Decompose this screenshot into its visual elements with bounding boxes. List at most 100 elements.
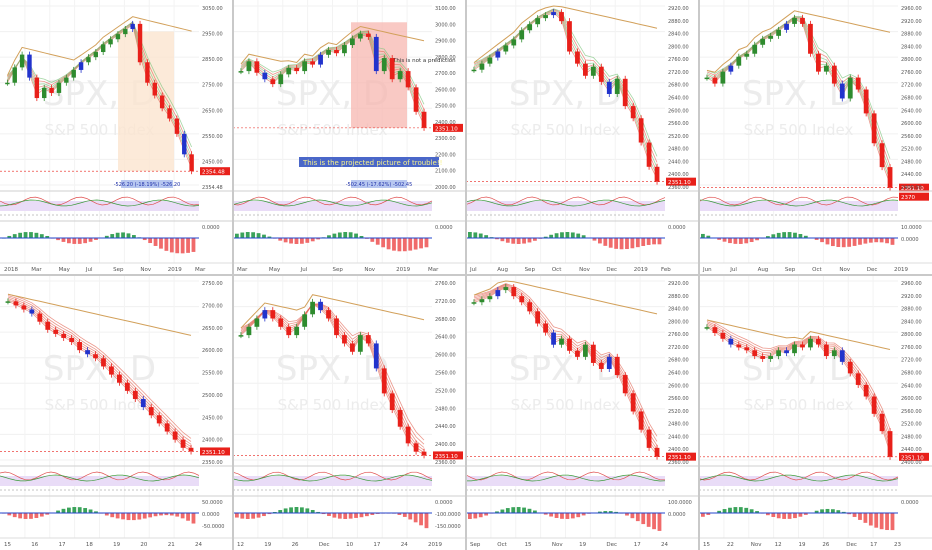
- chart-panel-2[interactable]: SPX, D S&P 500 Index This is not a predict…: [233, 0, 466, 275]
- macd-bar: [110, 513, 115, 518]
- chart-panel-1[interactable]: SPX, D S&P 500 Index -526.20 (-18.19%) -52…: [0, 0, 233, 275]
- annotation-note: This is not a prediction: [392, 58, 456, 64]
- macd-bar: [332, 513, 337, 518]
- macd-bar: [419, 513, 423, 526]
- watermark-name: S&P 500 Index: [744, 396, 854, 414]
- price-axis-label: 2400.00: [901, 185, 922, 191]
- chart-svg: SPX, D S&P 500 Index 2351.10 2760.00 2720.00…: [233, 275, 466, 548]
- candle: [559, 12, 564, 22]
- macd-bar: [500, 238, 505, 242]
- macd-bar: [289, 507, 293, 513]
- price-axis-label: 2920.00: [668, 281, 689, 287]
- price-axis-label: 2840.00: [668, 32, 689, 38]
- watermark-name: S&P 500 Index: [511, 396, 621, 414]
- macd-bar: [18, 513, 23, 519]
- candle: [590, 344, 596, 363]
- macd-bar: [776, 232, 781, 238]
- macd-bar: [560, 513, 564, 519]
- x-axis-label: Aug: [497, 267, 508, 273]
- candle: [310, 61, 315, 65]
- x-axis-label: Mar: [195, 267, 206, 273]
- moving-average-line: [706, 319, 891, 430]
- macd-bar: [755, 511, 759, 513]
- price-axis-label: 2720.00: [435, 299, 456, 305]
- macd-bar: [793, 232, 797, 238]
- last-price-tag: [200, 447, 230, 456]
- macd-bar: [468, 513, 472, 519]
- x-axis-label: Mar: [428, 267, 439, 273]
- price-axis-label: 2680.00: [901, 371, 922, 377]
- envelope-line: [473, 280, 658, 315]
- candle: [583, 344, 588, 357]
- x-axis-label: 2019: [894, 267, 908, 273]
- x-axis-label: 18: [86, 542, 93, 548]
- macd-bar: [516, 238, 521, 244]
- x-axis-label: Sep: [333, 267, 344, 273]
- watermark-name: S&P 500 Index: [278, 396, 388, 414]
- x-axis-label: Oct: [812, 267, 822, 273]
- macd-axis-label: 0.0000: [668, 225, 686, 231]
- candle: [855, 77, 861, 90]
- macd-bar: [868, 238, 873, 243]
- macd-bar: [505, 508, 510, 513]
- candle: [262, 310, 268, 319]
- macd-bar: [554, 513, 559, 518]
- macd-bar: [132, 513, 136, 521]
- candle: [487, 296, 493, 300]
- price-axis-label: 2650.00: [202, 108, 223, 114]
- chart-panel-6[interactable]: SPX, D S&P 500 Index 2351.10 2760.00 2720.00…: [233, 275, 466, 550]
- macd-bar: [262, 234, 266, 238]
- macd-bar: [885, 238, 889, 244]
- price-axis-label: 2400.00: [668, 447, 689, 453]
- price-axis-label: 2720.00: [668, 345, 689, 351]
- macd-bar: [868, 513, 873, 526]
- macd-bar: [858, 238, 862, 245]
- candle: [42, 87, 47, 99]
- chart-panel-3[interactable]: SPX, D S&P 500 Index 2351.10 2920.00 2880.00…: [466, 0, 699, 275]
- candle: [590, 66, 596, 76]
- macd-bar: [635, 238, 640, 248]
- chart-panel-7[interactable]: SPX, D S&P 500 Index 2351.10 2920.00 2880.00…: [466, 275, 699, 550]
- x-axis-label: 17: [634, 542, 641, 548]
- candle: [471, 69, 477, 72]
- macd-axis-label: 0.0000: [901, 500, 919, 506]
- candle: [421, 451, 427, 456]
- moving-average-line: [7, 293, 192, 439]
- chart-panel-5[interactable]: SPX, D S&P 500 Index 2351.10 2750.00 2700.00…: [0, 275, 233, 550]
- candle: [71, 69, 76, 78]
- candle: [816, 53, 821, 72]
- x-axis-label: 17: [59, 542, 66, 548]
- panel-divider: [0, 274, 932, 276]
- x-axis-label: Dec: [606, 542, 617, 548]
- price-axis-label: 2760.00: [668, 332, 689, 338]
- candle: [784, 350, 789, 354]
- macd-bar: [527, 238, 532, 243]
- macd-bar: [505, 238, 510, 243]
- candle: [630, 106, 636, 119]
- x-axis-label: 19: [264, 542, 271, 548]
- chart-panel-8[interactable]: SPX, D S&P 500 Index 2351.10 2960.00 2920.00…: [699, 275, 932, 550]
- candle: [13, 301, 19, 306]
- macd-bar: [148, 238, 153, 244]
- candle: [543, 15, 548, 19]
- macd-bar: [766, 236, 770, 238]
- price-axis-label: 2750.00: [202, 281, 223, 287]
- candle: [630, 393, 636, 412]
- macd-bar: [337, 513, 342, 519]
- price-axis-label: 2550.00: [202, 134, 223, 140]
- macd-bar: [825, 238, 830, 245]
- price-axis-label: 2450.00: [202, 159, 223, 165]
- chart-svg: SPX, DS&P 500 Index-526.20 (-18.19%) -52…: [0, 0, 233, 273]
- envelope-line: [7, 293, 192, 336]
- candle: [720, 332, 726, 339]
- macd-bar: [164, 513, 169, 516]
- macd-bar: [847, 238, 852, 247]
- price-axis-label: 2500.00: [202, 393, 223, 399]
- price-tag-2-label: 2370: [901, 195, 915, 201]
- chart-panel-4[interactable]: SPX, D S&P 500 Index 2351.10 2370 2960.00 292…: [699, 0, 932, 275]
- candle: [357, 33, 363, 39]
- macd-bar: [256, 513, 261, 518]
- macd-bar: [72, 507, 77, 513]
- macd-bar: [180, 238, 185, 254]
- x-axis-label: 22: [727, 542, 734, 548]
